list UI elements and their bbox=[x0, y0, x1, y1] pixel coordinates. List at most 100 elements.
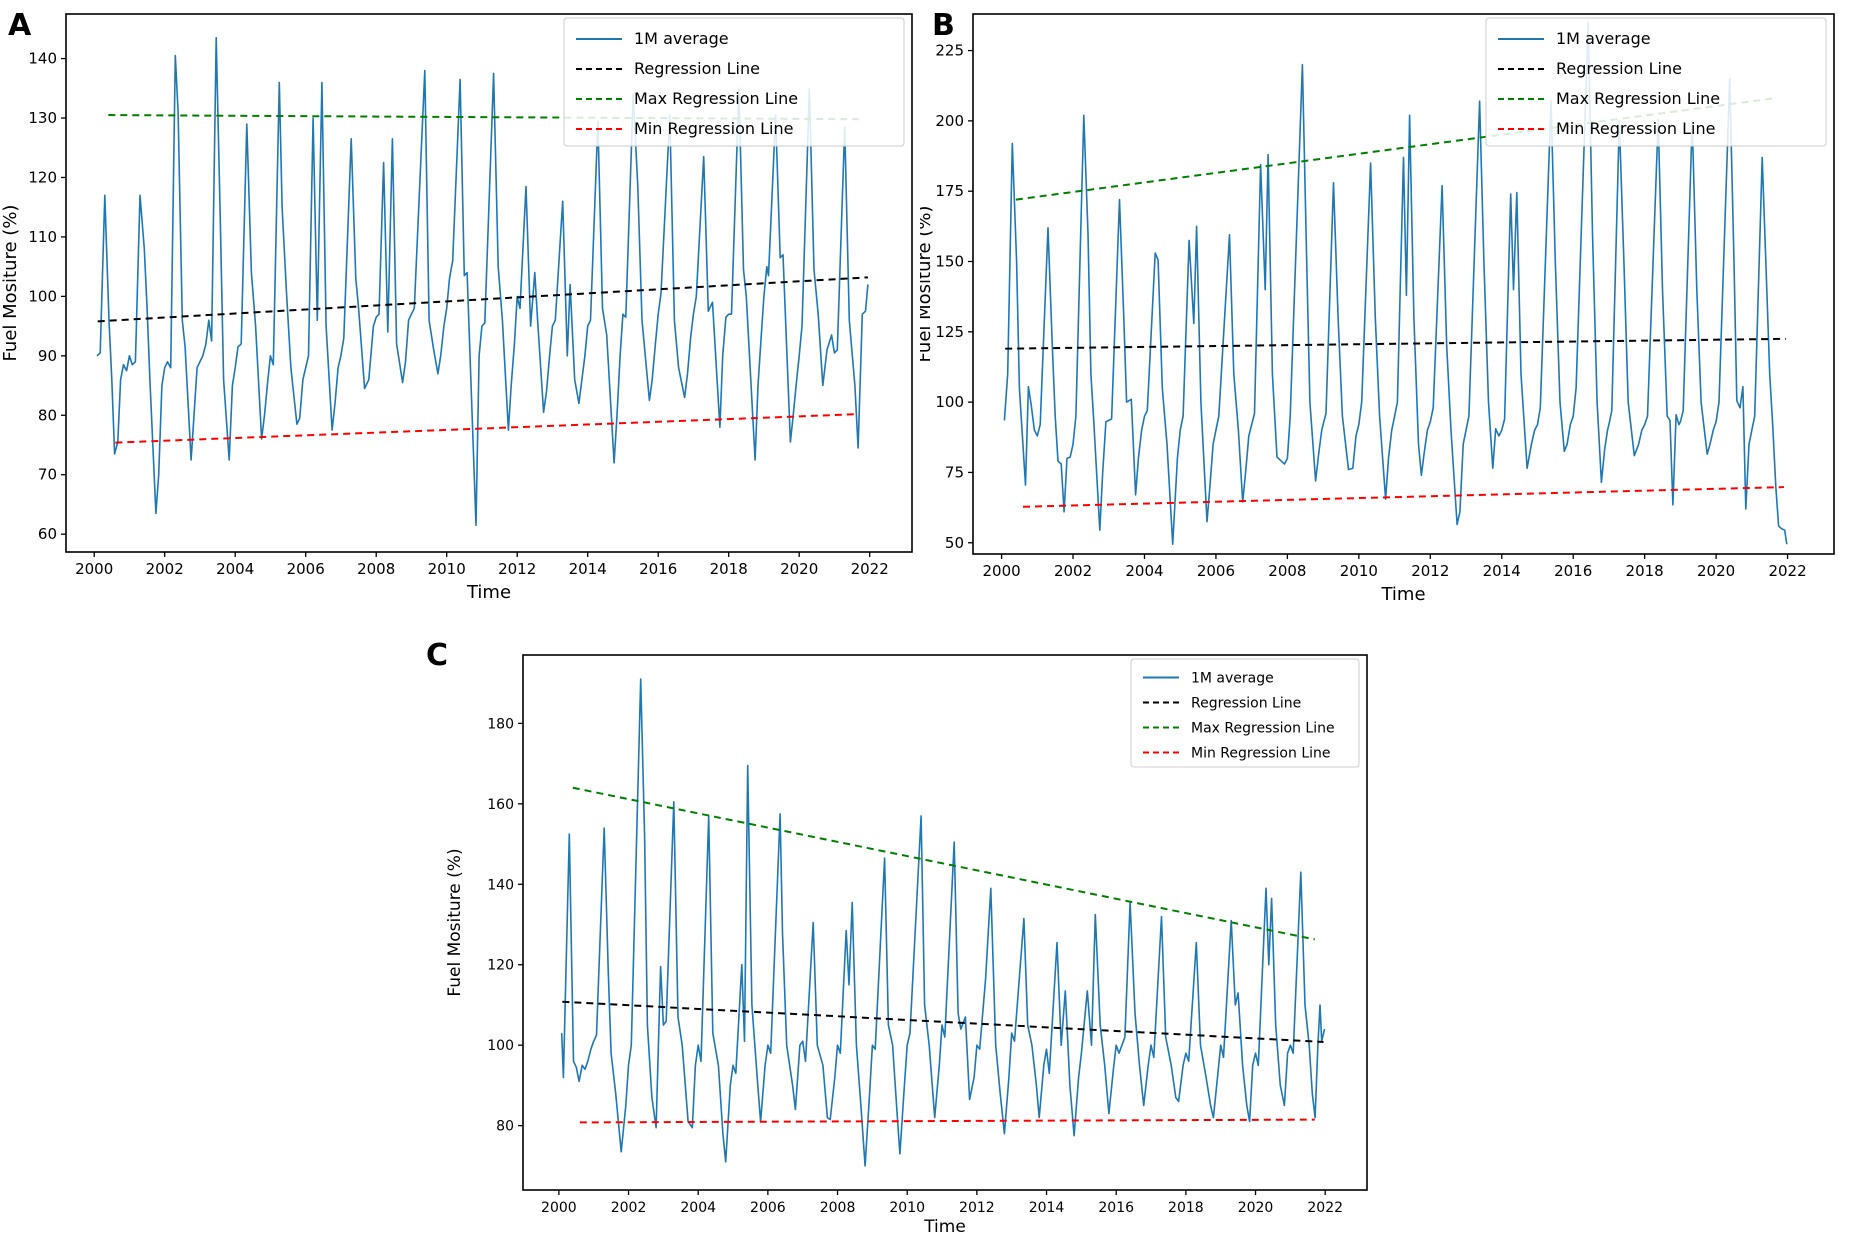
x-tick-label: 2022 bbox=[1307, 1200, 1343, 1216]
x-tick-label: 2002 bbox=[1054, 562, 1092, 580]
legend-label: Regression Line bbox=[634, 59, 760, 78]
y-tick-label: 180 bbox=[487, 716, 514, 732]
y-tick-label: 50 bbox=[945, 534, 964, 552]
legend-label: Min Regression Line bbox=[1556, 119, 1715, 138]
x-tick-label: 2016 bbox=[1098, 1200, 1134, 1216]
x-tick-label: 2006 bbox=[750, 1200, 786, 1216]
x-tick-label: 2020 bbox=[1697, 562, 1735, 580]
legend-box bbox=[1485, 17, 1827, 147]
legend-label: Max Regression Line bbox=[1556, 89, 1720, 108]
y-tick-label: 100 bbox=[28, 287, 57, 305]
x-tick-label: 2008 bbox=[357, 560, 395, 578]
x-axis-label: Time bbox=[923, 1217, 966, 1236]
x-tick-label: 2018 bbox=[710, 560, 748, 578]
legend-label: 1M average bbox=[1556, 29, 1651, 48]
x-tick-label: 2014 bbox=[1029, 1200, 1065, 1216]
panel-c-letter: C bbox=[426, 638, 449, 673]
x-tick-label: 2008 bbox=[820, 1200, 856, 1216]
y-tick-label: 60 bbox=[38, 525, 57, 543]
x-tick-label: 2002 bbox=[146, 560, 184, 578]
y-tick-label: 130 bbox=[28, 109, 57, 127]
y-tick-label: 225 bbox=[935, 42, 964, 60]
x-tick-label: 2004 bbox=[216, 560, 254, 578]
y-tick-label: 120 bbox=[487, 958, 514, 974]
x-tick-label: 2002 bbox=[611, 1200, 647, 1216]
x-tick-label: 2014 bbox=[569, 560, 607, 578]
y-axis-label: Fuel Mositure (%) bbox=[445, 848, 465, 996]
legend: 1M average Regression Line Max Regression … bbox=[563, 17, 905, 147]
x-tick-label: 2004 bbox=[1125, 562, 1163, 580]
plot-border bbox=[65, 13, 913, 553]
x-tick-label: 2006 bbox=[1197, 562, 1235, 580]
legend-label: Min Regression Line bbox=[1191, 746, 1331, 762]
x-tick-label: 2018 bbox=[1168, 1200, 1204, 1216]
legend-label: 1M average bbox=[1191, 671, 1274, 687]
x-tick-label: 2000 bbox=[982, 562, 1020, 580]
x-axis-label: Time bbox=[466, 582, 511, 603]
x-tick-label: 2012 bbox=[1411, 562, 1449, 580]
x-tick-label: 2010 bbox=[889, 1200, 925, 1216]
y-tick-label: 140 bbox=[487, 877, 514, 893]
y-tick-label: 125 bbox=[935, 323, 964, 341]
min-regression-line bbox=[1022, 486, 1785, 508]
y-tick-label: 80 bbox=[496, 1119, 514, 1135]
x-tick-label: 2006 bbox=[287, 560, 325, 578]
y-tick-label: 80 bbox=[38, 406, 57, 424]
y-tick-label: 160 bbox=[487, 797, 514, 813]
x-tick-label: 2008 bbox=[1268, 562, 1306, 580]
x-tick-label: 2010 bbox=[1340, 562, 1378, 580]
x-axis-label: Time bbox=[1380, 584, 1425, 605]
y-tick-label: 200 bbox=[935, 112, 964, 130]
regression-line bbox=[562, 1000, 1324, 1043]
panel-a: A 2000 2002 2004 2006 2008 2010 2012 2014 2016 20… bbox=[0, 0, 930, 620]
x-tick-label: 2016 bbox=[1554, 562, 1592, 580]
panel-a-chart: 2000 2002 2004 2006 2008 2010 2012 2014 2016 2018… bbox=[0, 13, 913, 603]
x-tick-label: 2022 bbox=[851, 560, 889, 578]
x-tick-label: 2010 bbox=[428, 560, 466, 578]
legend-label: Max Regression Line bbox=[634, 89, 798, 108]
legend-label: 1M average bbox=[634, 29, 729, 48]
y-tick-label: 75 bbox=[945, 463, 964, 481]
legend-label: Min Regression Line bbox=[634, 119, 793, 138]
x-tick-label: 2022 bbox=[1768, 562, 1806, 580]
x-tick-label: 2000 bbox=[541, 1200, 577, 1216]
y-tick-label: 110 bbox=[28, 228, 57, 246]
x-tick-label: 2020 bbox=[780, 560, 818, 578]
x-tick-label: 2020 bbox=[1238, 1200, 1274, 1216]
legend-label: Max Regression Line bbox=[1191, 721, 1335, 737]
x-tick-label: 2018 bbox=[1626, 562, 1664, 580]
plot-border bbox=[522, 654, 1368, 1191]
max-regression-line bbox=[572, 786, 1315, 941]
min-regression-line bbox=[115, 413, 860, 444]
y-axis-label: Fuel Mositure (%) bbox=[920, 206, 935, 363]
x-tick-label: 2014 bbox=[1483, 562, 1521, 580]
min-regression-line bbox=[579, 1118, 1315, 1124]
legend-box bbox=[1130, 658, 1360, 768]
y-tick-label: 100 bbox=[487, 1038, 514, 1054]
panel-c: C 2000 2002 2004 2006 2008 2010 2012 2014 2016 20… bbox=[380, 620, 1400, 1236]
y-tick-label: 150 bbox=[935, 253, 964, 271]
y-tick-label: 120 bbox=[28, 168, 57, 186]
panel-b-letter: B bbox=[932, 8, 955, 43]
y-tick-label: 70 bbox=[38, 466, 57, 484]
series-1m-average bbox=[96, 36, 869, 527]
regression-line bbox=[97, 276, 868, 323]
y-axis-label: Fuel Mositure (%) bbox=[0, 205, 21, 362]
y-tick-label: 140 bbox=[28, 50, 57, 68]
panel-b: B 2000 2002 2004 2006 2008 2010 2012 2014 2016 20… bbox=[920, 0, 1850, 620]
legend-box bbox=[563, 17, 905, 147]
legend-label: Regression Line bbox=[1191, 696, 1301, 712]
x-tick-label: 2000 bbox=[75, 560, 113, 578]
series-1m-average bbox=[1003, 21, 1788, 546]
y-tick-label: 175 bbox=[935, 182, 964, 200]
x-tick-label: 2012 bbox=[498, 560, 536, 578]
y-tick-label: 100 bbox=[935, 393, 964, 411]
series-1m-average bbox=[560, 678, 1326, 1167]
legend: 1M average Regression Line Max Regression … bbox=[1130, 658, 1360, 768]
x-tick-label: 2012 bbox=[959, 1200, 995, 1216]
legend: 1M average Regression Line Max Regression … bbox=[1485, 17, 1827, 147]
panel-a-letter: A bbox=[8, 8, 32, 43]
x-tick-label: 2004 bbox=[680, 1200, 716, 1216]
y-tick-label: 90 bbox=[38, 347, 57, 365]
